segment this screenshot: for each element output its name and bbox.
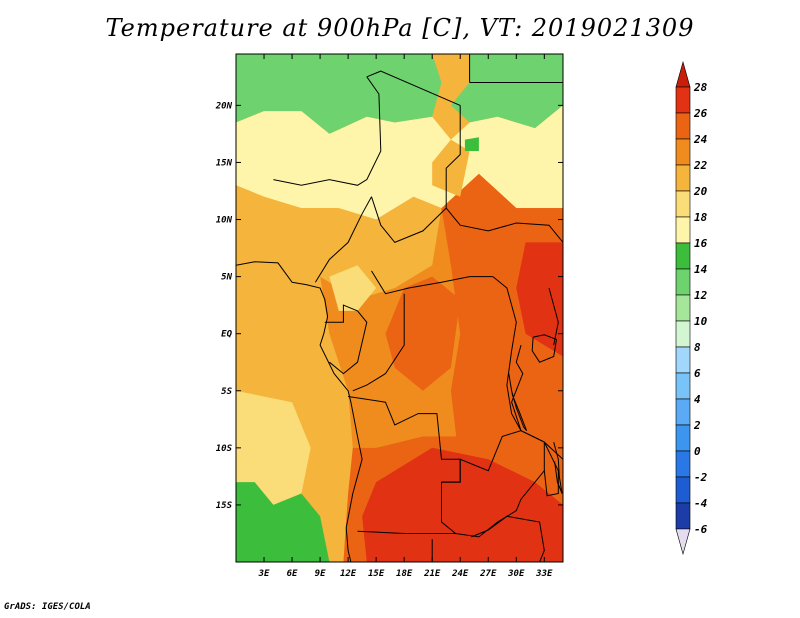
grads-credit: GrADS: IGES/COLA	[4, 602, 91, 612]
x-tick-label-6E: 6E	[287, 569, 298, 579]
temperature-region-3	[450, 54, 563, 129]
temperature-region-4	[236, 105, 563, 220]
y-tick-label-15N: 15N	[216, 158, 233, 168]
border-nigeria-cameroon	[314, 196, 372, 283]
colorbar-swatch-4	[675, 164, 691, 192]
colorbar-swatch-8	[675, 268, 691, 296]
colorbar-swatch-13	[675, 398, 691, 426]
x-tick-label-15E: 15E	[368, 569, 385, 579]
x-tick-label-9E: 9E	[315, 569, 326, 579]
y-tick-label-15S: 15S	[216, 501, 233, 511]
x-tick-label-3E: 3E	[258, 569, 270, 579]
border-chad-east	[366, 70, 461, 106]
colorbar-swatch-17	[675, 502, 691, 530]
colorbar-bottom-arrow	[675, 528, 691, 556]
x-tick-label-12E: 12E	[340, 569, 357, 579]
chart-title: Temperature at 900hPa [C], VT: 201902130…	[105, 14, 695, 42]
colorbar-label-8: 8	[694, 341, 701, 354]
border-lake-tanganyika	[508, 373, 528, 432]
colorbar-label-4: 4	[694, 393, 701, 406]
colorbar-label--4: -4	[694, 497, 708, 510]
colorbar-label-18: 18	[694, 211, 708, 224]
colorbar-label-20: 20	[693, 185, 708, 198]
colorbar-label-24: 24	[693, 133, 708, 146]
border-car-south	[371, 270, 493, 295]
temperature-region-7	[236, 390, 311, 505]
border-coastline	[236, 261, 363, 562]
temperature-region-2	[236, 54, 442, 134]
map-area	[236, 54, 563, 562]
border-uganda-east	[548, 287, 559, 346]
border-zambia	[441, 430, 545, 538]
x-tick-label-21E: 21E	[423, 569, 441, 579]
colorbar-top-arrow	[675, 60, 691, 88]
border-zimbabwe	[471, 515, 545, 562]
colorbar-label-0: 0	[694, 445, 701, 458]
x-tick-label-27E: 27E	[479, 569, 497, 579]
temperature-region-18	[464, 137, 479, 151]
colorbar-swatch-7	[675, 242, 691, 270]
colorbar-label-2: 2	[693, 419, 701, 432]
border-malawi	[543, 441, 559, 497]
colorbar-label--2: -2	[694, 471, 708, 484]
temperature-region-17	[236, 482, 330, 562]
colorbar-label-14: 14	[694, 263, 708, 276]
border-niger-south	[273, 179, 368, 186]
colorbar-label--6: -6	[694, 523, 708, 536]
y-tick-label-EQ: EQ	[221, 330, 232, 340]
colorbar-swatch-10	[675, 320, 691, 348]
x-tick-label-24E: 24E	[451, 569, 469, 579]
colorbar-label-12: 12	[694, 289, 708, 302]
colorbar-label-26: 26	[693, 107, 708, 120]
colorbar-label-6: 6	[694, 367, 701, 380]
colorbar-swatch-12	[675, 372, 691, 400]
y-tick-label-5S: 5S	[221, 387, 232, 397]
colorbar-swatch-9	[675, 294, 691, 322]
temperature-region-14	[273, 208, 349, 254]
temperature-region-5	[236, 185, 442, 300]
colorbar-swatch-2	[675, 112, 691, 140]
y-tick-label-10N: 10N	[216, 216, 233, 226]
colorbar-swatch-14	[675, 424, 691, 452]
colorbar-label-16: 16	[694, 237, 708, 250]
axes: 3E 6E 9E 12E 15E 18E 21E 24E 27E 30E 33E 20N 15N 10N 5…	[215, 54, 563, 579]
temperature-region-13	[516, 242, 563, 357]
border-drc-east	[492, 276, 522, 431]
country-borders	[236, 54, 563, 562]
colorbar-swatch-5	[675, 190, 691, 218]
y-tick-label-20N: 20N	[215, 101, 233, 111]
border-lake-victoria	[531, 334, 558, 363]
colorbar-swatch-3	[675, 138, 691, 166]
colorbar-label-28: 28	[693, 81, 708, 94]
border-lake-malawi	[553, 441, 563, 494]
colorbar-label-10: 10	[694, 315, 708, 328]
border-gabon-congo	[324, 304, 368, 375]
x-tick-label-18E: 18E	[396, 569, 413, 579]
colorbar-swatch-1	[675, 86, 691, 114]
colorbar-swatch-6	[675, 216, 691, 244]
x-tick-label-30E: 30E	[507, 569, 525, 579]
border-niger-chad	[366, 76, 382, 180]
border-drc-north	[352, 293, 405, 392]
y-tick-label-10S: 10S	[216, 444, 233, 454]
temperature-region-16	[329, 265, 377, 311]
colorbar-swatch-15	[675, 450, 691, 478]
colorbar-swatch-16	[675, 476, 691, 504]
colorbar-swatch-11	[675, 346, 691, 374]
colorbar-label-22: 22	[693, 159, 708, 172]
border-chad-car	[371, 196, 447, 244]
y-tick-label-5N: 5N	[221, 273, 232, 283]
map-frame	[235, 53, 564, 563]
x-tick-label-33E: 33E	[535, 569, 553, 579]
border-sudan-west	[445, 105, 563, 243]
